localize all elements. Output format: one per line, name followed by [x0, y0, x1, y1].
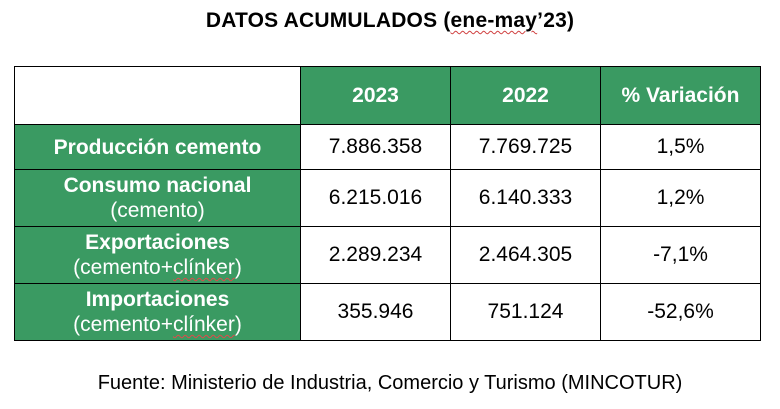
table-row: Producción cemento 7.886.358 7.769.725 1…	[14, 124, 761, 170]
value-2023: 6.215.016	[300, 169, 451, 227]
value-2022: 6.140.333	[450, 169, 601, 227]
row-label-cell: Importaciones (cemento+clínker)	[14, 283, 301, 341]
value-2022: 2.464.305	[450, 226, 601, 284]
table-row: Exportaciones (cemento+clínker) 2.289.23…	[14, 226, 761, 284]
sublabel-word: clínker	[172, 313, 235, 336]
header-2023: 2023	[300, 66, 451, 125]
row-label-cell: Producción cemento	[14, 124, 301, 170]
header-variation: % Variación	[600, 66, 761, 125]
title-period: ene-may	[450, 9, 538, 32]
sublabel-prefix: (cemento+	[73, 313, 173, 336]
value-2022: 751.124	[450, 283, 601, 341]
value-2023: 355.946	[300, 283, 451, 341]
row-sublabel: (cemento+clínker)	[15, 255, 300, 280]
row-label-cell: Exportaciones (cemento+clínker)	[14, 226, 301, 284]
row-label: Consumo nacional	[63, 174, 252, 197]
value-2022: 7.769.725	[450, 124, 601, 170]
row-label: Importaciones	[85, 288, 230, 311]
title-suffix: ’23)	[537, 9, 575, 32]
value-variation: 1,2%	[600, 169, 761, 227]
header-blank-cell	[14, 66, 301, 125]
value-2023: 7.886.358	[300, 124, 451, 170]
row-label: Exportaciones	[85, 231, 230, 254]
row-label-cell: Consumo nacional (cemento)	[14, 169, 301, 227]
sublabel-prefix: (cemento+	[73, 256, 173, 279]
row-label: Producción cemento	[53, 135, 262, 159]
title-prefix: DATOS ACUMULADOS (	[205, 9, 451, 32]
sublabel-word: clínker	[172, 256, 235, 279]
sublabel-suffix: )	[234, 256, 242, 279]
sublabel-suffix: )	[234, 313, 242, 336]
table-row: Importaciones (cemento+clínker) 355.946 …	[14, 283, 761, 341]
header-2022: 2022	[450, 66, 601, 125]
page-title: DATOS ACUMULADOS (ene-may’23)	[0, 9, 780, 33]
table-header-row: 2023 2022 % Variación	[14, 66, 761, 125]
row-sublabel: (cemento)	[110, 199, 205, 222]
table-row: Consumo nacional (cemento) 6.215.016 6.1…	[14, 169, 761, 227]
source-note: Fuente: Ministerio de Industria, Comerci…	[97, 372, 683, 394]
value-variation: -52,6%	[600, 283, 761, 341]
value-variation: -7,1%	[600, 226, 761, 284]
value-2023: 2.289.234	[300, 226, 451, 284]
row-sublabel: (cemento+clínker)	[15, 312, 300, 337]
data-table: 2023 2022 % Variación Producción cemento…	[14, 66, 761, 341]
value-variation: 1,5%	[600, 124, 761, 170]
